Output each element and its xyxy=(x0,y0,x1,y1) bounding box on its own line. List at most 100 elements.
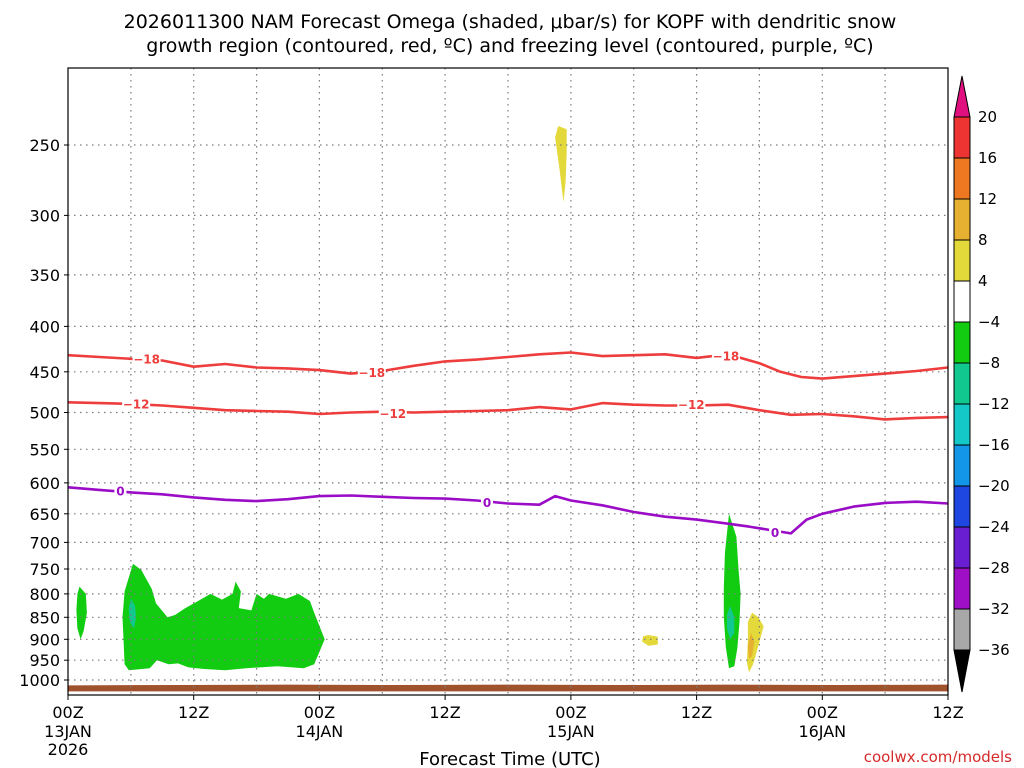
contour-line--12 xyxy=(67,401,949,421)
x-tick-date-0: 13JAN xyxy=(44,722,92,741)
x-tick-label-24: 00Z xyxy=(304,703,335,722)
terrain-layer xyxy=(68,684,948,692)
x-tick-year-0: 2026 xyxy=(48,740,89,759)
contour-label--12-0: −12 xyxy=(123,397,150,411)
colorbar-label-2: 12 xyxy=(978,190,997,208)
colorbar-label-1: 16 xyxy=(978,149,997,167)
x-axis-label: Forecast Time (UTC) xyxy=(419,749,600,768)
omega-region-downward-6-b xyxy=(642,635,658,646)
x-tick-label-36: 12Z xyxy=(429,703,460,722)
colorbar-label-0: 20 xyxy=(978,108,997,126)
contour-label-bg-0-0 xyxy=(114,484,127,499)
colorbar-segment-3 xyxy=(953,239,971,282)
colorbar-segment-4 xyxy=(953,280,971,323)
colorbar-segment-0 xyxy=(953,116,971,159)
colorbar-label-10: −24 xyxy=(978,518,1010,536)
contour-label-0-1: 0 xyxy=(483,496,491,510)
y-tick-label-500: 500 xyxy=(29,404,60,423)
y-tick-label-550: 550 xyxy=(29,440,60,459)
y-tick-label-800: 800 xyxy=(29,585,60,604)
credit-text: coolwx.com/models xyxy=(864,748,1012,766)
contour-label-bg--12-0 xyxy=(122,396,151,411)
y-tick-label-450: 450 xyxy=(29,363,60,382)
colorbar-label-6: −8 xyxy=(978,354,1000,372)
colorbar-label-4: 4 xyxy=(978,272,988,290)
chart-title-line2: growth region (contoured, red, ºC) and f… xyxy=(146,35,873,57)
y-axis-ticks: 250 300 350 400 450 500 550 600 650 700 750 800 850 9… xyxy=(19,136,68,690)
y-tick-label-650: 650 xyxy=(29,505,60,524)
contour-label--18-0: −18 xyxy=(133,352,160,366)
x-tick-label-0: 00Z xyxy=(52,703,83,722)
y-tick-label-900: 900 xyxy=(29,630,60,649)
colorbar-label-13: −36 xyxy=(978,641,1010,659)
x-tick-date-48: 15JAN xyxy=(547,722,595,741)
colorbar-label-12: −32 xyxy=(978,600,1010,618)
x-tick-label-48: 00Z xyxy=(555,703,586,722)
colorbar-segment-11 xyxy=(953,567,971,610)
x-tick-date-72: 16JAN xyxy=(798,722,846,741)
colorbar-label-5: −4 xyxy=(978,313,1000,331)
surface-ground xyxy=(68,684,948,692)
colorbar-segment-5 xyxy=(953,321,971,364)
y-tick-label-400: 400 xyxy=(29,317,60,336)
contour-label-0-0: 0 xyxy=(116,485,124,499)
colorbar-label-7: −12 xyxy=(978,395,1010,413)
omega-region-upward-10-b xyxy=(727,605,735,640)
omega-shading-layer xyxy=(76,126,764,673)
y-tick-label-850: 850 xyxy=(29,608,60,627)
plot-frame xyxy=(67,67,949,696)
x-tick-date-24: 14JAN xyxy=(296,722,344,741)
omega-region-upward-6-b xyxy=(122,563,325,671)
omega-region-downward-6-c xyxy=(746,612,764,673)
colorbar-label-11: −28 xyxy=(978,559,1010,577)
colorbar-segment-1 xyxy=(953,157,971,200)
x-tick-label-84: 12Z xyxy=(932,703,963,722)
colorbar-bottom-arrow xyxy=(953,649,971,693)
y-tick-label-750: 750 xyxy=(29,560,60,579)
contour-label-bg--12-2 xyxy=(677,397,706,412)
colorbar-label-3: 8 xyxy=(978,231,988,249)
colorbar-segment-10 xyxy=(953,526,971,569)
contour-label--12-2: −12 xyxy=(678,398,705,412)
y-tick-label-1000: 1000 xyxy=(19,671,60,690)
x-tick-label-60: 12Z xyxy=(681,703,712,722)
y-tick-label-700: 700 xyxy=(29,533,60,552)
colorbar-segment-8 xyxy=(953,444,971,487)
y-tick-label-600: 600 xyxy=(29,474,60,493)
x-tick-label-12: 12Z xyxy=(178,703,209,722)
y-tick-label-250: 250 xyxy=(29,136,60,155)
y-tick-label-300: 300 xyxy=(29,206,60,225)
y-tick-label-950: 950 xyxy=(29,651,60,670)
colorbar-segment-9 xyxy=(953,485,971,528)
contour-line-0 xyxy=(67,486,949,535)
contour-layer: −18 −18 −18 −12 −12 −12 0 0 0 xyxy=(67,349,949,540)
colorbar-segment-7 xyxy=(953,403,971,446)
contour-label--18-1: −18 xyxy=(358,366,385,380)
omega-region-upward-6-a xyxy=(76,586,87,640)
contour-label-bg--18-2 xyxy=(711,349,740,364)
contour-label--18-2: −18 xyxy=(713,350,740,364)
omega-region-downward-6-a xyxy=(555,126,567,203)
contour-label-0-2: 0 xyxy=(771,526,779,540)
contour-line--18 xyxy=(67,351,949,380)
contour-label-bg--18-0 xyxy=(132,351,161,366)
chart-title-line1: 2026011300 NAM Forecast Omega (shaded, μ… xyxy=(124,11,897,33)
omega-region-upward-6-c xyxy=(723,513,741,669)
contour-label-bg-0-1 xyxy=(481,495,493,510)
colorbar-segment-12 xyxy=(953,608,971,651)
colorbar-label-8: −16 xyxy=(978,436,1010,454)
contour-label-bg--18-1 xyxy=(357,365,386,380)
contour-label--12-1: −12 xyxy=(379,407,406,421)
y-tick-label-350: 350 xyxy=(29,266,60,285)
contour-label-bg-0-2 xyxy=(769,525,782,540)
colorbar-segment-2 xyxy=(953,198,971,241)
colorbar-label-9: −20 xyxy=(978,477,1010,495)
grid-layer xyxy=(68,68,948,695)
colorbar-top-arrow xyxy=(953,75,971,118)
x-tick-label-72: 00Z xyxy=(807,703,838,722)
colorbar: 20 16 12 8 4 −4 −8 −12 −16 −20 −24 −28 −32 −36 xyxy=(953,75,1010,693)
colorbar-segment-6 xyxy=(953,362,971,405)
